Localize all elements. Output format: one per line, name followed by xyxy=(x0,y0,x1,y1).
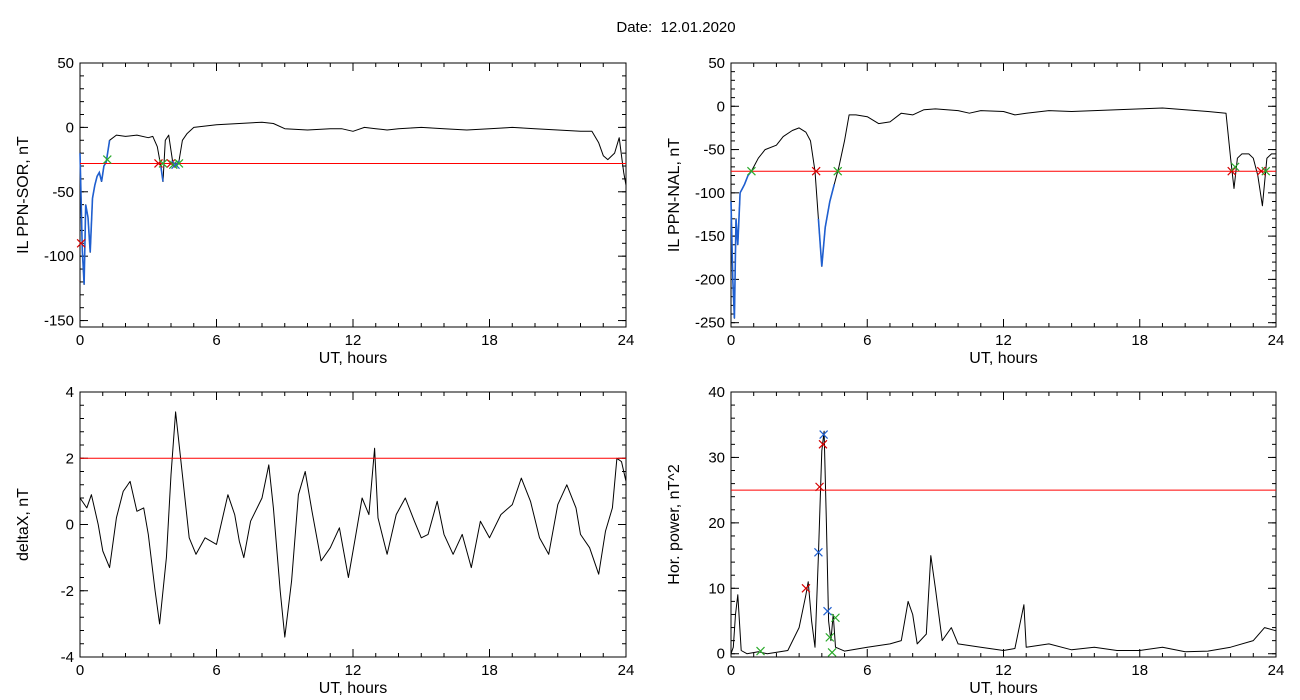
y-tick-label: -100 xyxy=(44,248,74,265)
series-line xyxy=(79,121,627,285)
y-tick-label: -250 xyxy=(695,315,725,332)
x-tick-label: 24 xyxy=(618,662,635,679)
y-axis-label: IL PPN-NAL, nT xyxy=(666,138,683,252)
y-tick-label: -50 xyxy=(52,184,74,201)
x-tick-label: 12 xyxy=(345,332,362,349)
event-marker xyxy=(747,166,756,176)
event-marker xyxy=(168,160,178,170)
x-tick-label: 18 xyxy=(1131,662,1148,679)
x-tick-label: 6 xyxy=(212,332,220,349)
x-tick-label: 12 xyxy=(995,332,1012,349)
event-marker xyxy=(756,646,765,656)
y-tick-label: -50 xyxy=(703,142,725,159)
series-line xyxy=(730,107,1276,319)
highlighted-segment xyxy=(730,170,753,319)
event-marker xyxy=(811,166,821,176)
y-tick-label: -2 xyxy=(61,583,74,600)
y-axis-label: deltaX, nT xyxy=(15,488,32,561)
y-tick-label: -150 xyxy=(44,313,74,330)
series-line xyxy=(730,430,1277,655)
x-tick-label: 0 xyxy=(727,332,735,349)
x-tick-label: 6 xyxy=(212,662,220,679)
x-tick-label: 12 xyxy=(345,662,362,679)
plot-frame xyxy=(79,391,627,658)
y-tick-label: 30 xyxy=(708,449,725,466)
event-marker xyxy=(102,155,112,165)
y-tick-label: 20 xyxy=(708,515,725,532)
event-marker xyxy=(827,647,837,657)
event-marker xyxy=(831,613,840,623)
chart-panel-top-right: 0 6 12 18 24 50 0 -50 -100 -150 -200 -250 UT, hours I… xyxy=(666,55,1284,367)
plot-frame xyxy=(730,62,1277,328)
x-tick-label: 0 xyxy=(76,332,84,349)
figure-title: Date: 12.01.2020 xyxy=(616,19,736,36)
x-tick-label: 18 xyxy=(481,662,498,679)
x-tick-label: 12 xyxy=(995,662,1012,679)
event-marker xyxy=(823,606,832,616)
event-marker xyxy=(825,632,835,642)
event-marker xyxy=(76,238,86,248)
x-axis-label: UT, hours xyxy=(969,350,1037,367)
y-tick-label: -4 xyxy=(61,649,74,666)
y-tick-label: 0 xyxy=(66,119,74,136)
series-line xyxy=(79,411,627,638)
event-marker xyxy=(1227,166,1237,176)
y-tick-label: -100 xyxy=(695,185,725,202)
x-tick-label: 24 xyxy=(618,332,635,349)
highlighted-segment xyxy=(160,165,164,182)
x-tick-label: 0 xyxy=(727,662,735,679)
x-tick-label: 18 xyxy=(481,332,498,349)
event-marker xyxy=(833,166,843,176)
event-marker xyxy=(1230,162,1240,172)
event-marker xyxy=(815,482,824,492)
y-axis-label: IL PPN-SOR, nT xyxy=(15,136,32,254)
y-axis-label: Hor. power, nT^2 xyxy=(666,464,683,585)
y-tick-label: 50 xyxy=(708,55,725,72)
x-tick-label: 24 xyxy=(1268,662,1285,679)
y-tick-label: 40 xyxy=(708,384,725,401)
x-tick-label: 6 xyxy=(863,662,871,679)
event-marker xyxy=(174,159,184,168)
highlighted-segment xyxy=(817,183,836,267)
x-tick-label: 0 xyxy=(76,662,84,679)
event-marker xyxy=(819,430,829,439)
chart-panel-bottom-right: 0 6 12 18 24 40 30 20 10 0 UT, hours Hor. power, nT… xyxy=(666,384,1284,697)
event-marker xyxy=(818,439,828,449)
y-tick-label: 0 xyxy=(717,646,725,663)
chart-panel-top-left: 0 6 12 18 24 50 0 -50 -100 -150 UT, hours IL PPN-SO… xyxy=(15,55,634,367)
y-tick-label: 4 xyxy=(66,384,74,401)
y-tick-label: -200 xyxy=(695,271,725,288)
y-tick-label: 2 xyxy=(66,450,74,467)
y-tick-label: 10 xyxy=(708,580,725,597)
y-tick-label: 50 xyxy=(57,55,74,72)
x-tick-label: 18 xyxy=(1131,332,1148,349)
highlighted-segment xyxy=(79,140,111,285)
event-marker xyxy=(1261,166,1271,176)
x-axis-label: UT, hours xyxy=(969,680,1037,697)
x-tick-label: 24 xyxy=(1268,332,1285,349)
event-marker xyxy=(158,159,168,168)
plot-frame xyxy=(730,391,1277,658)
y-tick-label: -150 xyxy=(695,228,725,245)
chart-panel-bottom-left: 0 6 12 18 24 4 2 0 -2 -4 UT, hours deltaX, nT xyxy=(15,384,634,697)
event-marker xyxy=(801,583,811,593)
x-tick-label: 6 xyxy=(863,332,871,349)
plot-frame xyxy=(79,62,627,328)
x-axis-label: UT, hours xyxy=(319,350,387,367)
event-marker xyxy=(814,547,823,557)
y-tick-label: 0 xyxy=(717,98,725,115)
x-axis-label: UT, hours xyxy=(319,680,387,697)
y-tick-label: 0 xyxy=(66,517,74,534)
